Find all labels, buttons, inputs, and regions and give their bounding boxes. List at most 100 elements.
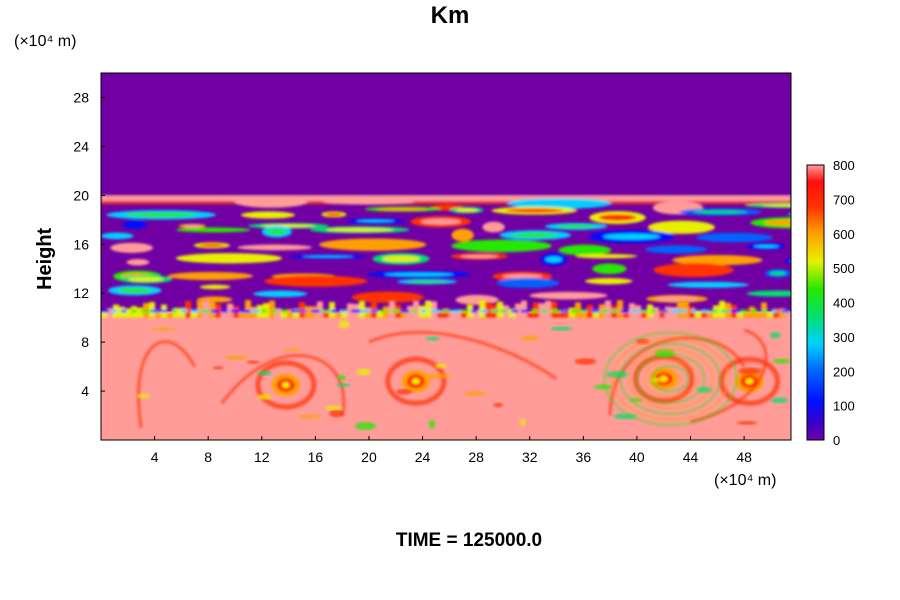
- interface-cell: [509, 308, 515, 318]
- x-tick-label: 4: [151, 449, 159, 465]
- filament-core: [301, 255, 354, 258]
- interface-cell: [485, 302, 491, 318]
- filament-core: [183, 224, 202, 228]
- eddy: [718, 356, 780, 406]
- lower-streak: [396, 389, 412, 395]
- filament: [167, 271, 253, 280]
- filament-core: [124, 212, 198, 218]
- interface-edge: [711, 309, 718, 313]
- interface-edge: [631, 309, 640, 313]
- interface-cell: [527, 312, 533, 318]
- interface-cell: [461, 310, 467, 318]
- interface-cell: [185, 300, 191, 318]
- time-label: TIME = 125000.0: [395, 530, 543, 551]
- filament: [101, 232, 134, 240]
- interface-cell: [707, 311, 713, 318]
- interface-cell: [227, 303, 233, 318]
- colorbar-label: 500: [833, 261, 855, 276]
- filament: [351, 291, 424, 303]
- x-axis-unit: (×10⁴ m): [714, 472, 777, 489]
- plot-frame: [100, 72, 792, 441]
- interface-cell: [563, 308, 569, 318]
- interface-cell: [221, 311, 227, 318]
- interface-edge: [561, 309, 569, 313]
- y-tick-label: 12: [73, 285, 89, 301]
- filament: [253, 290, 308, 298]
- top-shear-edge: [101, 201, 791, 205]
- filament-core: [356, 219, 395, 223]
- interface-cell: [197, 299, 203, 318]
- interface-cell: [269, 300, 275, 318]
- x-tick-label: 16: [308, 449, 324, 465]
- colorbar-label: 300: [833, 330, 855, 345]
- chart-title: Km: [430, 2, 470, 29]
- interface-cell: [683, 300, 689, 318]
- interface-edge: [461, 309, 469, 313]
- lower-streak: [550, 326, 573, 331]
- filament: [592, 263, 627, 275]
- filaments: [101, 195, 791, 305]
- interface-edge: [501, 309, 508, 313]
- interface-edge: [321, 309, 331, 313]
- interface-cell: [275, 308, 281, 318]
- interface-cell: [647, 304, 653, 318]
- lower-streak: [493, 402, 503, 408]
- interface-cell: [125, 308, 131, 318]
- interface-cell: [293, 308, 299, 318]
- interface-cell: [323, 310, 329, 318]
- colorbar-label: 700: [833, 192, 855, 207]
- filament-core: [116, 287, 153, 293]
- interface-edge: [311, 309, 320, 313]
- lower-streak: [738, 367, 762, 375]
- lower-streak: [338, 320, 350, 329]
- shear-arc: [220, 353, 346, 416]
- colorbar-frame: [806, 164, 825, 441]
- filament-core: [266, 229, 287, 235]
- interface-cell: [401, 309, 407, 318]
- filament: [788, 212, 791, 216]
- boundary-interface: [101, 299, 791, 318]
- interface-cell: [287, 309, 293, 318]
- y-axis-ticks: 4 8 12 16 20 24 28: [73, 89, 105, 399]
- interface-edge: [731, 309, 741, 313]
- interface-edge: [721, 309, 730, 313]
- interface-cell: [695, 310, 701, 318]
- lower-streak: [736, 421, 758, 425]
- filament: [746, 290, 791, 297]
- lower-streak: [574, 358, 597, 365]
- interface-cell: [245, 300, 251, 318]
- filament-core: [555, 224, 597, 229]
- lower-streak: [151, 327, 177, 331]
- eddy: [385, 356, 447, 406]
- filament: [744, 202, 791, 208]
- interface-edge: [781, 309, 790, 313]
- interface-edge: [291, 309, 300, 313]
- filament-core: [769, 271, 787, 276]
- colorbar-label: 600: [833, 227, 855, 242]
- interface-edge: [261, 309, 268, 313]
- interface-cell: [257, 304, 263, 318]
- interface-cell: [641, 311, 647, 318]
- lower-streak: [425, 336, 441, 341]
- interface-cell: [179, 307, 185, 318]
- top-shear-strip: [101, 195, 791, 202]
- filament: [199, 284, 231, 290]
- filament: [507, 198, 612, 209]
- colorbar-fill: [807, 165, 824, 440]
- interface-edge: [171, 309, 177, 313]
- filament-core: [261, 224, 316, 228]
- interface-cell: [743, 313, 749, 318]
- interface-cell: [203, 300, 209, 318]
- interface-edge: [741, 309, 748, 313]
- interface-cell: [389, 300, 395, 318]
- interface-cell: [593, 309, 599, 318]
- y-tick-label: 24: [73, 138, 89, 154]
- filament: [575, 253, 638, 259]
- interface-edge: [481, 309, 488, 313]
- interface-edge: [221, 309, 228, 313]
- interface-cell: [437, 310, 443, 318]
- interface-cell: [605, 300, 611, 318]
- interface-edge: [201, 309, 211, 313]
- interface-cell: [623, 313, 629, 318]
- interface-cell: [581, 309, 587, 318]
